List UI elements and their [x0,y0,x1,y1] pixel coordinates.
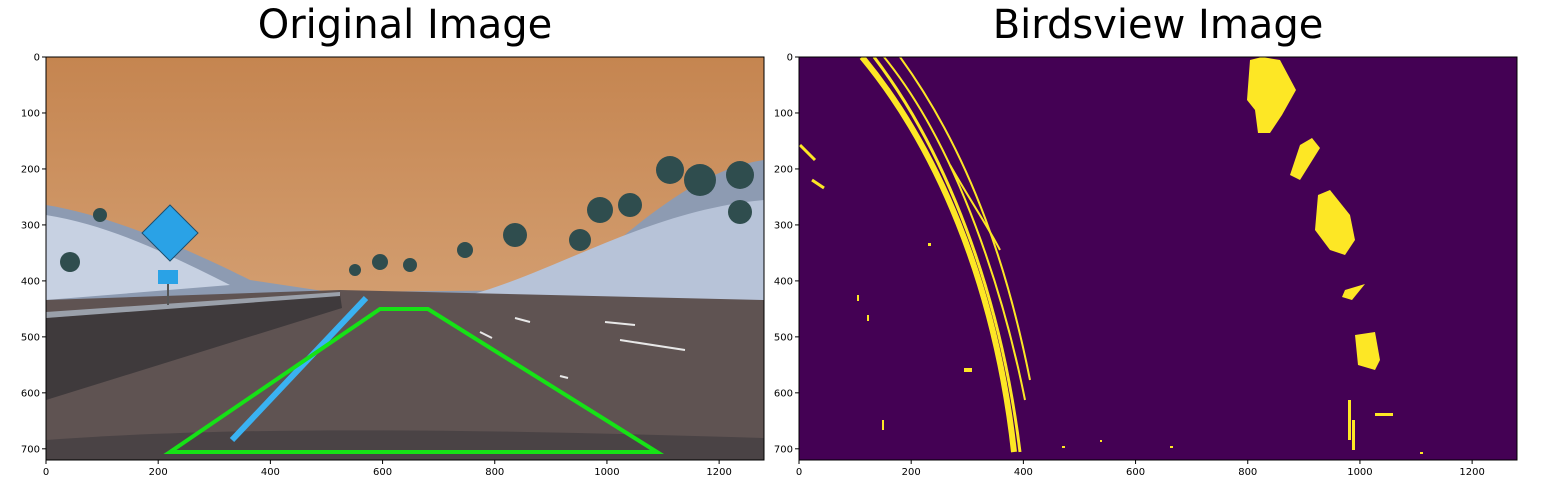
y-tick-label: 600 [21,388,40,399]
chart-title: Birdsview Image [993,2,1324,48]
y-tick-label: 700 [774,444,793,455]
y-tick-label: 300 [21,220,40,231]
x-tick-label: 600 [1126,467,1145,478]
y-tick-label: 200 [774,164,793,175]
x-tick-label: 0 [796,467,802,478]
x-tick-label: 400 [1014,467,1033,478]
x-tick-label: 1200 [706,467,731,478]
y-tick-label: 200 [21,164,40,175]
x-tick-label: 400 [261,467,280,478]
y-tick-label: 500 [21,332,40,343]
y-tick-label: 0 [34,53,40,64]
y-tick-label: 700 [21,444,40,455]
y-tick-label: 100 [21,108,40,119]
x-tick-label: 200 [149,467,168,478]
x-tick-label: 1200 [1459,467,1484,478]
axes-frame [45,56,765,461]
y-tick-label: 600 [774,388,793,399]
x-tick-label: 1000 [594,467,619,478]
x-tick-label: 0 [43,467,49,478]
x-tick-label: 800 [485,467,504,478]
birdsview-image [799,57,1517,460]
y-tick-label: 500 [774,332,793,343]
y-tick-label: 300 [774,220,793,231]
chart-title: Original Image [258,2,553,48]
y-tick-label: 400 [774,276,793,287]
x-tick-label: 800 [1238,467,1257,478]
axes-frame [798,56,1518,461]
y-tick-label: 400 [21,276,40,287]
x-tick-label: 1000 [1347,467,1372,478]
x-tick-label: 200 [902,467,921,478]
y-tick-label: 0 [787,53,793,64]
y-tick-label: 100 [774,108,793,119]
x-tick-label: 600 [373,467,392,478]
original-image [46,57,764,460]
